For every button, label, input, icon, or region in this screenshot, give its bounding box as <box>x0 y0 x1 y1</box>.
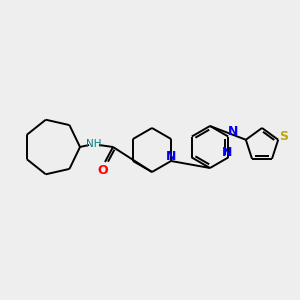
Text: S: S <box>279 130 288 143</box>
Text: N: N <box>228 125 238 138</box>
Text: NH: NH <box>86 139 102 149</box>
Text: N: N <box>222 146 232 159</box>
Text: O: O <box>98 164 108 176</box>
Text: N: N <box>166 149 176 163</box>
